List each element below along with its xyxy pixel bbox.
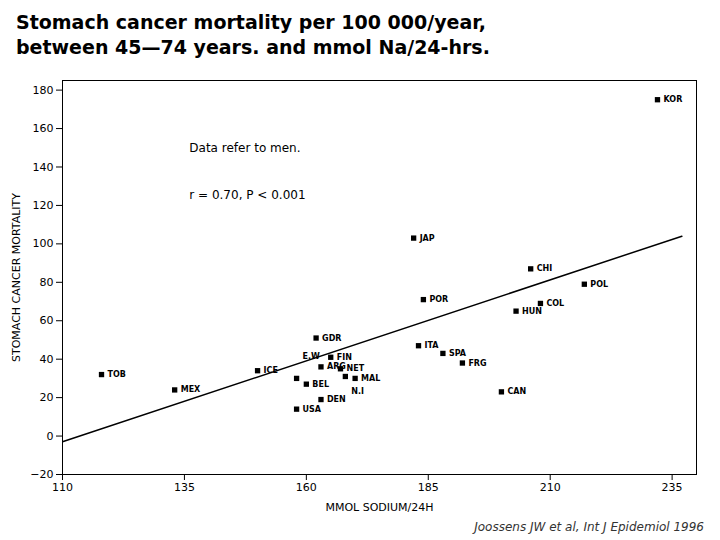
svg-text:KOR: KOR (663, 95, 682, 104)
svg-text:MMOL SODIUM/24H: MMOL SODIUM/24H (325, 501, 433, 514)
svg-text:HUN: HUN (522, 307, 542, 316)
svg-text:CHI: CHI (537, 264, 553, 273)
svg-text:TOB: TOB (108, 370, 126, 379)
svg-text:N.I: N.I (351, 387, 364, 396)
svg-text:20: 20 (40, 391, 54, 404)
svg-text:ITA: ITA (425, 341, 440, 350)
svg-text:COL: COL (546, 299, 564, 308)
svg-text:40: 40 (40, 353, 54, 366)
svg-text:100: 100 (33, 237, 54, 250)
svg-text:STOMACH CANCER MORTALITY: STOMACH CANCER MORTALITY (10, 193, 23, 362)
svg-text:0: 0 (47, 430, 54, 443)
html-text:Joossens JW et al, Int J Epide: Joossens JW et al, Int J Epidemiol 1996 (474, 520, 704, 534)
svg-text:185: 185 (418, 481, 439, 494)
svg-text:ARG: ARG (327, 362, 346, 371)
html-text:Stomach cancer mortality per 1: Stomach cancer mortality per 100 000/yea… (16, 11, 490, 58)
svg-text:160: 160 (33, 122, 54, 135)
svg-text:−20: −20 (30, 468, 53, 481)
svg-text:POR: POR (429, 295, 448, 304)
svg-text:160: 160 (296, 481, 317, 494)
svg-text:180: 180 (33, 84, 54, 97)
svg-text:POL: POL (590, 280, 608, 289)
svg-text:BEL: BEL (312, 380, 329, 389)
svg-text:60: 60 (40, 314, 54, 327)
svg-text:ICE: ICE (263, 366, 278, 376)
svg-text:NET: NET (346, 364, 364, 373)
svg-text:FIN: FIN (337, 353, 352, 362)
svg-text:135: 135 (174, 481, 195, 494)
svg-text:CAN: CAN (507, 387, 526, 396)
svg-text:Data refer to men.: Data refer to men. (189, 141, 300, 155)
svg-text:E.W: E.W (302, 352, 320, 361)
svg-text:MEX: MEX (181, 385, 201, 394)
svg-text:GDR: GDR (322, 334, 341, 343)
svg-text:140: 140 (33, 161, 54, 174)
svg-text:SPA: SPA (449, 349, 467, 358)
svg-text:r = 0.70, P < 0.001: r = 0.70, P < 0.001 (189, 188, 305, 202)
svg-text:DEN: DEN (327, 395, 346, 404)
svg-text:MAL: MAL (361, 374, 380, 383)
svg-text:110: 110 (52, 481, 73, 494)
svg-text:120: 120 (33, 199, 54, 212)
svg-text:USA: USA (303, 405, 322, 414)
svg-text:80: 80 (40, 276, 54, 289)
svg-text:JAP: JAP (419, 234, 435, 243)
svg-text:FRG: FRG (468, 359, 486, 368)
svg-text:210: 210 (540, 481, 561, 494)
svg-text:235: 235 (662, 481, 683, 494)
